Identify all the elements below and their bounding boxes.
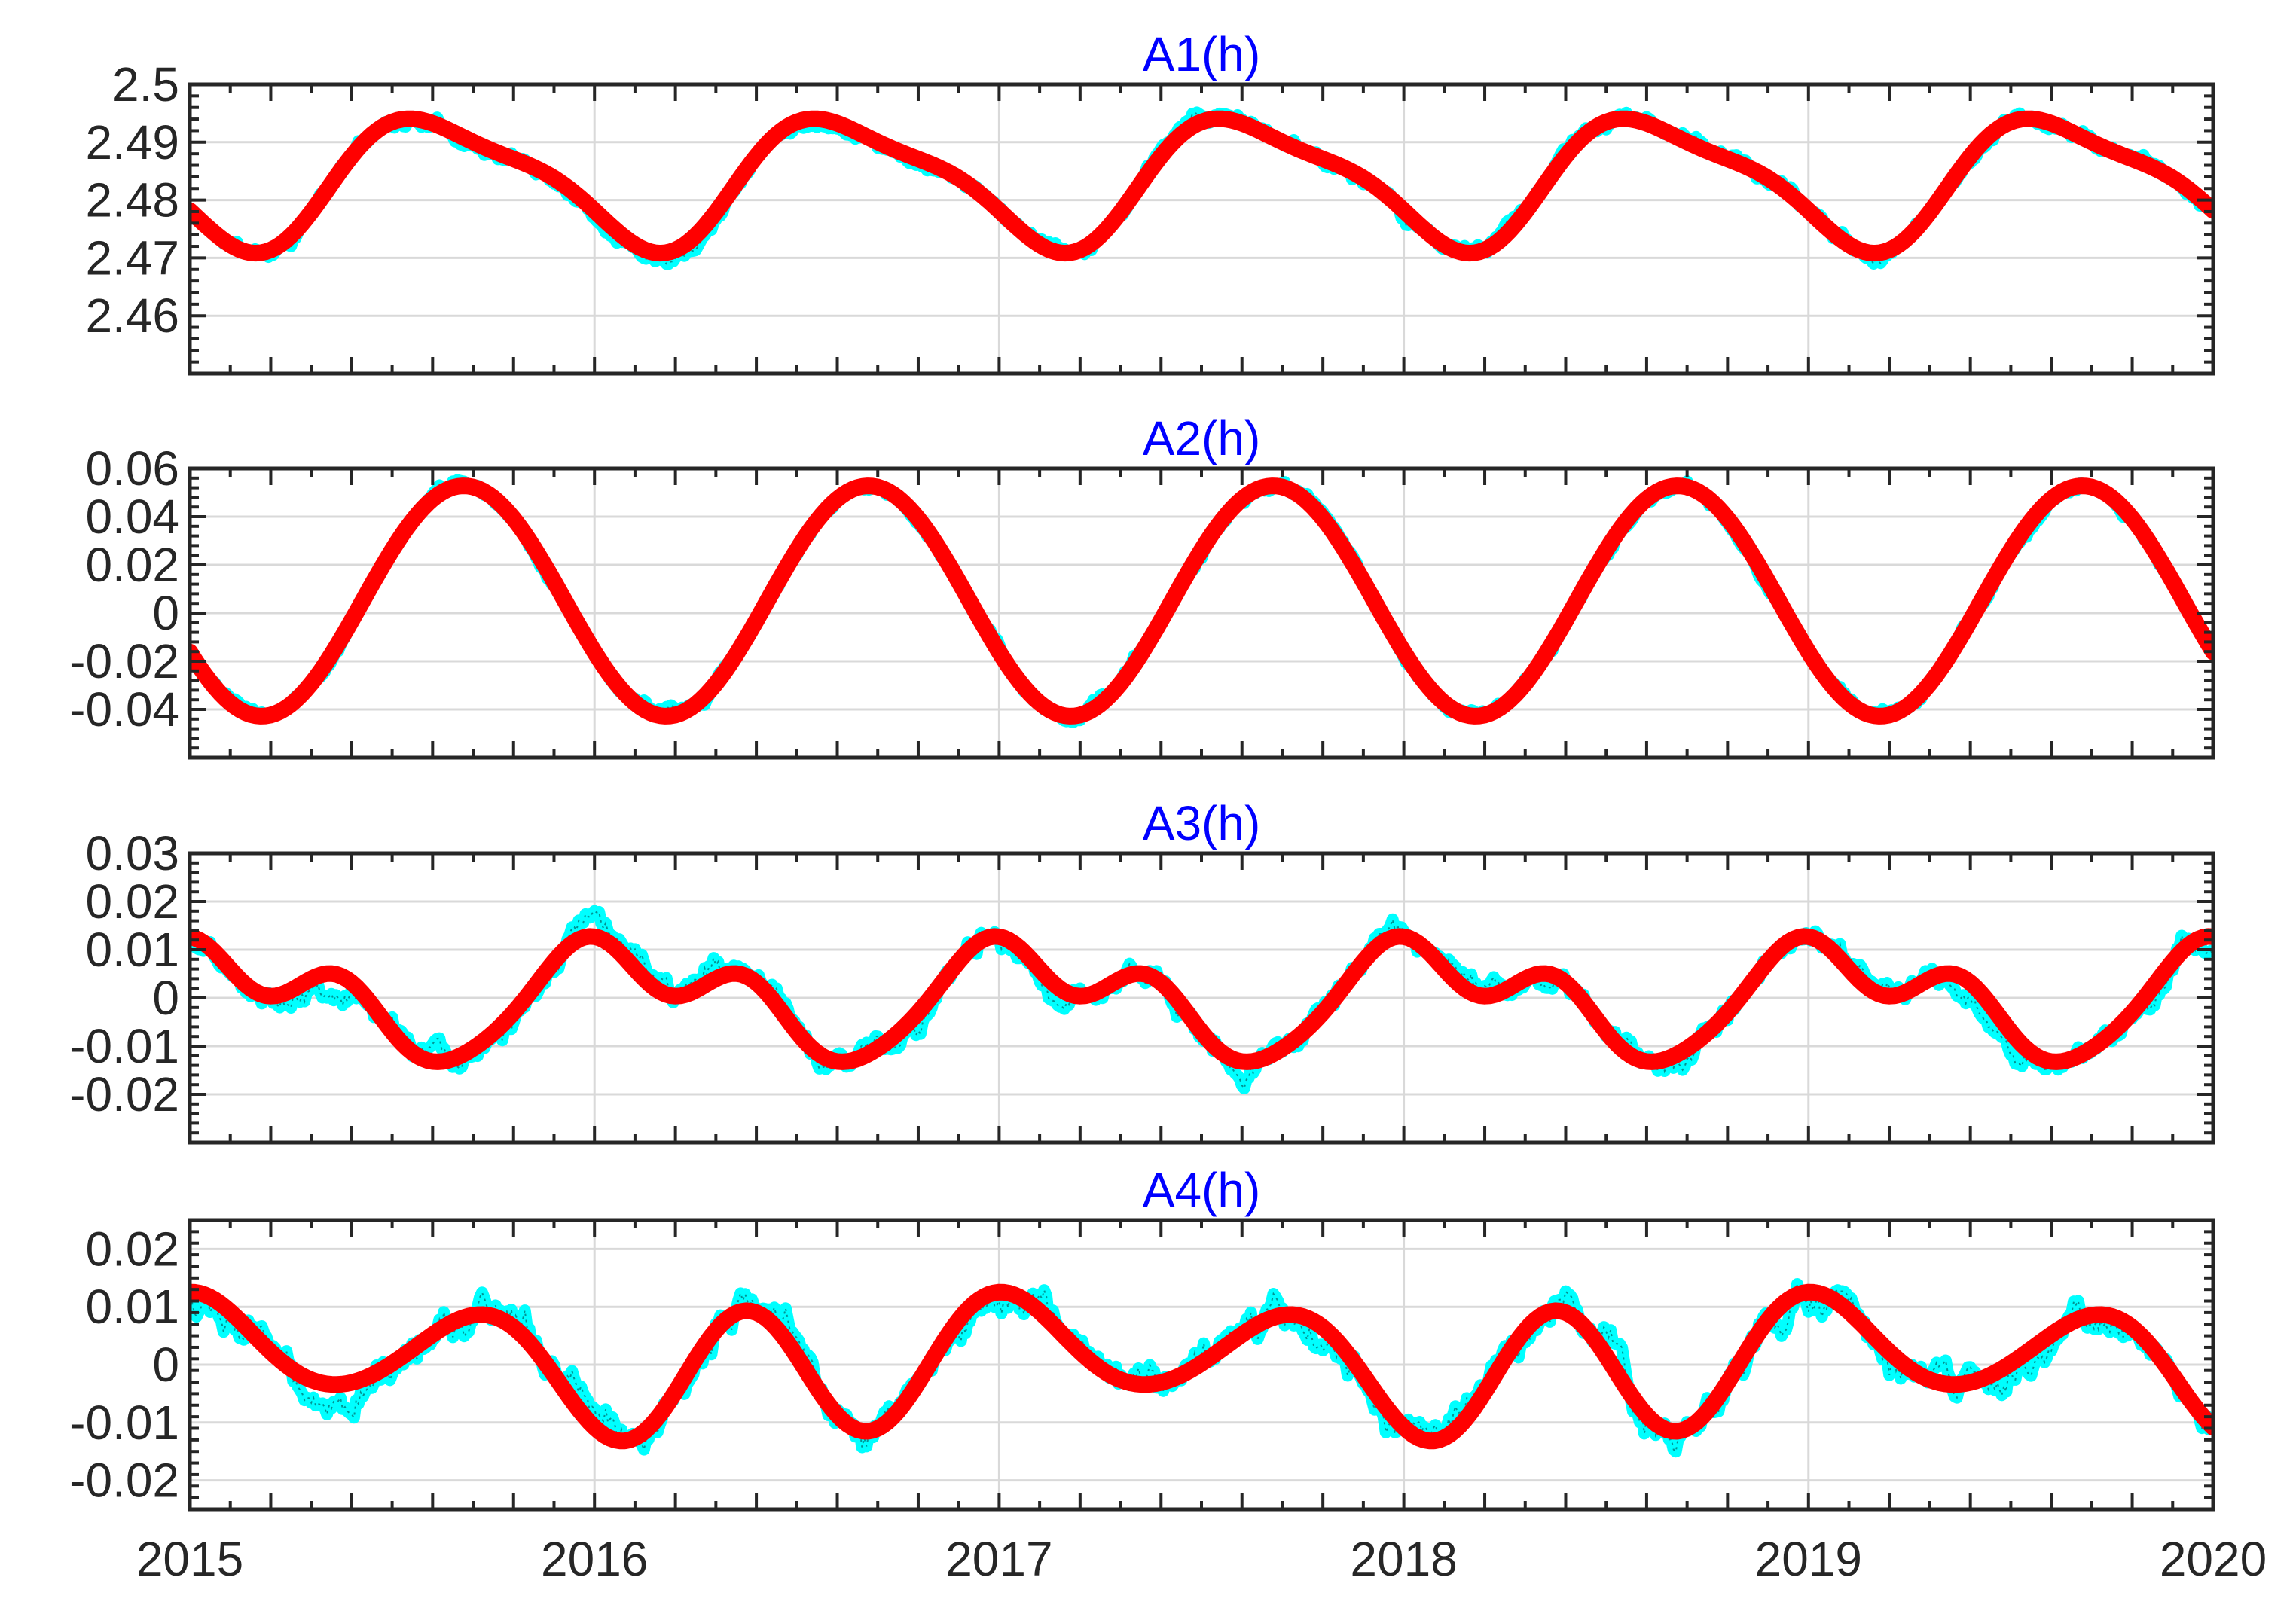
panel-1: 2.462.472.482.492.5 A1(h)	[85, 27, 2215, 376]
y-tick-label: 0.01	[85, 1280, 179, 1334]
y-tick-label: -0.04	[69, 682, 179, 737]
series-fit-line	[190, 477, 2213, 725]
y-tick-label: 0.02	[85, 874, 179, 929]
y-tick-label: -0.02	[69, 1454, 179, 1508]
x-tick-label: 2017	[945, 1532, 1052, 1586]
y-tick-label: 0	[152, 586, 179, 640]
series-fit-line	[190, 928, 2213, 1070]
y-tick-label: -0.01	[69, 1019, 179, 1073]
y-tick-label: 2.47	[85, 230, 179, 285]
y-tick-label: -0.01	[69, 1396, 179, 1450]
x-tick-label: 2016	[541, 1532, 648, 1586]
y-tick-label: 2.48	[85, 173, 179, 227]
panel-title: A1(h)	[1143, 27, 1261, 81]
series-fit-line	[190, 1283, 2213, 1450]
y-tick-label: 2.5	[112, 57, 179, 111]
series-observed-core-line	[190, 1283, 2213, 1454]
y-tick-label: 0.02	[85, 538, 179, 592]
y-tick-label: 2.49	[85, 115, 179, 169]
y-tick-label: -0.02	[69, 1067, 179, 1121]
panel-title: A3(h)	[1143, 796, 1261, 850]
plot-area	[190, 1278, 2213, 1458]
y-tick-label: -0.02	[69, 634, 179, 688]
x-tick-label: 2018	[1350, 1532, 1457, 1586]
y-tick-label: 0.01	[85, 923, 179, 977]
panel-title: A2(h)	[1143, 411, 1261, 465]
series-fit-line	[190, 110, 2213, 262]
y-tick-label: 0	[152, 971, 179, 1025]
x-tick-label: 2015	[136, 1532, 243, 1586]
y-tick-label: 0	[152, 1338, 179, 1392]
panel-title: A4(h)	[1143, 1163, 1261, 1217]
plot-area	[190, 106, 2213, 270]
y-tick-label: 0.06	[85, 441, 179, 496]
series-observed-line	[190, 905, 2213, 1094]
y-tick-label: 0.04	[85, 490, 179, 544]
y-tick-label: 0.03	[85, 826, 179, 880]
y-tick-label: 2.46	[85, 288, 179, 343]
x-tick-label: 2020	[2160, 1532, 2267, 1586]
plot-area	[190, 474, 2213, 728]
y-tick-label: 0.02	[85, 1222, 179, 1276]
plot-area	[190, 905, 2213, 1094]
x-tick-label: 2019	[1755, 1532, 1862, 1586]
